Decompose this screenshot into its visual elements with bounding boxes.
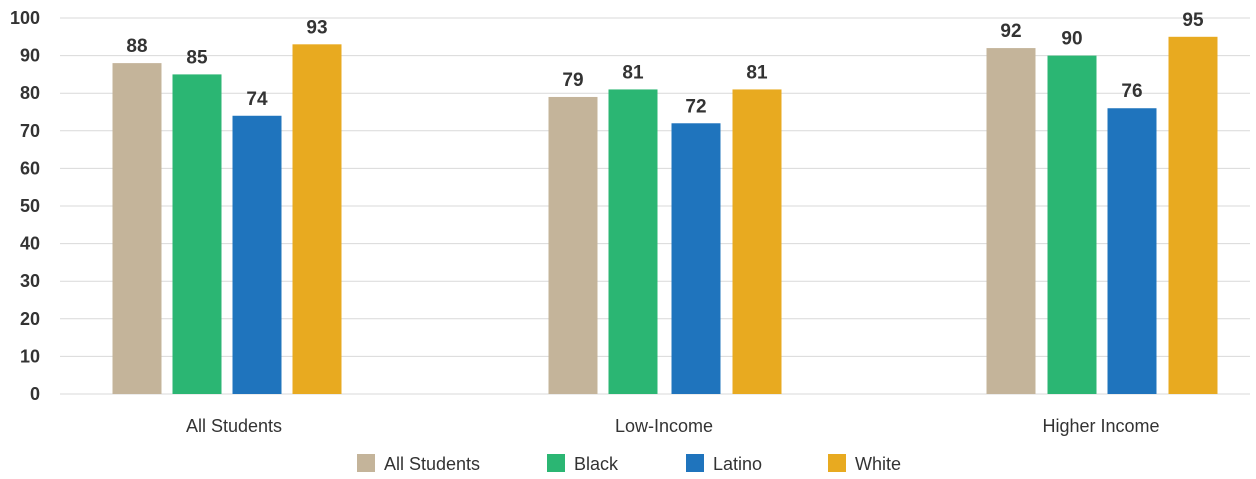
bar [1047, 55, 1097, 394]
y-tick-label: 50 [20, 196, 40, 216]
y-tick-label: 10 [20, 346, 40, 366]
data-label: 92 [1000, 21, 1021, 42]
data-label: 74 [246, 89, 268, 110]
legend-label: Latino [713, 454, 762, 474]
y-tick-label: 90 [20, 46, 40, 66]
bar [172, 74, 222, 395]
y-tick-label: 40 [20, 234, 40, 254]
x-category-label: All Students [186, 416, 282, 436]
legend-swatch [547, 454, 565, 472]
legend-item: Latino [686, 454, 762, 474]
x-category-label: Higher Income [1042, 416, 1159, 436]
y-tick-label: 80 [20, 83, 40, 103]
legend-swatch [828, 454, 846, 472]
y-tick-label: 20 [20, 309, 40, 329]
y-tick-label: 70 [20, 121, 40, 141]
data-label: 79 [562, 70, 583, 91]
y-tick-label: 60 [20, 158, 40, 178]
legend-item: White [828, 454, 901, 474]
bar [1168, 36, 1218, 395]
legend-label: Black [574, 454, 619, 474]
y-tick-label: 100 [10, 8, 40, 28]
x-axis: All Students Low-Income Higher Income [186, 416, 1160, 436]
legend-swatch [357, 454, 375, 472]
bar [732, 89, 782, 394]
legend-label: White [855, 454, 901, 474]
data-label: 95 [1182, 10, 1204, 31]
bar [1107, 108, 1157, 395]
x-category-label: Low-Income [615, 416, 713, 436]
bar [671, 123, 721, 394]
legend-label: All Students [384, 454, 480, 474]
data-label: 72 [685, 96, 706, 117]
data-label: 76 [1121, 81, 1142, 102]
data-label: 81 [622, 62, 644, 83]
y-tick-label: 0 [30, 384, 40, 404]
y-tick-label: 30 [20, 271, 40, 291]
data-label: 85 [186, 47, 208, 68]
data-label: 81 [746, 62, 768, 83]
legend-item: Black [547, 454, 619, 474]
legend-item: All Students [357, 454, 480, 474]
data-label: 93 [306, 17, 327, 38]
data-label: 88 [126, 36, 147, 57]
data-labels: 88 85 74 93 79 81 72 81 92 90 76 95 [126, 10, 1204, 117]
bar [112, 63, 162, 395]
y-axis: 0 10 20 30 40 50 60 70 80 90 100 [10, 8, 40, 404]
bars [112, 36, 1218, 395]
bar [986, 48, 1036, 395]
legend-swatch [686, 454, 704, 472]
bar [548, 96, 598, 395]
bar [232, 115, 282, 394]
bar [292, 44, 342, 394]
legend: All Students Black Latino White [357, 454, 901, 474]
data-label: 90 [1061, 29, 1082, 50]
bar [608, 89, 658, 394]
